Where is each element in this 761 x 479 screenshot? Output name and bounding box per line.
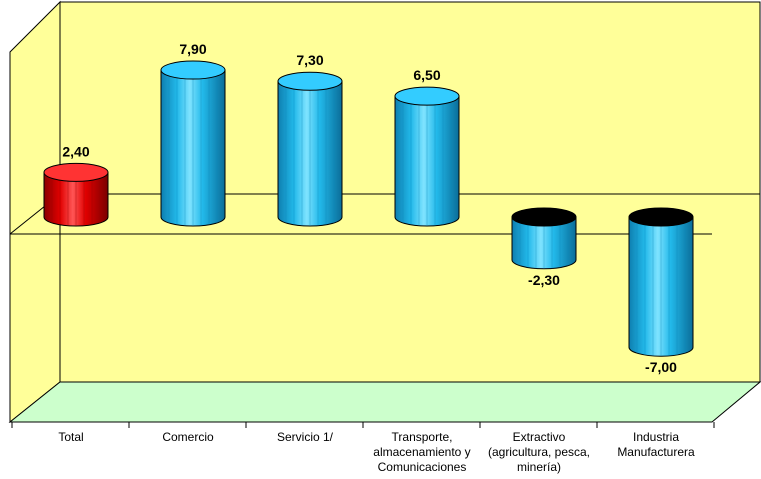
value-label: 2,40 (62, 143, 89, 159)
value-label: -2,30 (528, 272, 560, 288)
bar-top (628, 207, 694, 227)
bar-6 (628, 207, 694, 357)
category-label: Servicio 1/ (276, 430, 334, 444)
category-label: Extractivo (agricultura, pesca, minería) (487, 430, 591, 474)
bar-top (43, 162, 109, 182)
bar-4 (394, 86, 460, 227)
bar-top (160, 60, 226, 80)
bar-1 (43, 162, 109, 227)
bar-top (511, 207, 577, 227)
category-label: Transporte, almacenamiento y Comunicacio… (373, 430, 471, 474)
value-label: 7,90 (179, 41, 206, 57)
category-label: Industria Manufacturera (617, 430, 695, 459)
bar-5 (511, 207, 577, 270)
bar-3 (277, 71, 343, 227)
category-label: Total (58, 430, 84, 444)
bar-2 (160, 60, 226, 227)
value-label: -7,00 (645, 359, 677, 375)
bar-top (277, 71, 343, 91)
chart-floor (8, 381, 761, 423)
bar-top (394, 86, 460, 106)
value-label: 7,30 (296, 52, 323, 68)
value-label: 6,50 (413, 67, 440, 83)
category-label: Comercio (162, 430, 214, 444)
